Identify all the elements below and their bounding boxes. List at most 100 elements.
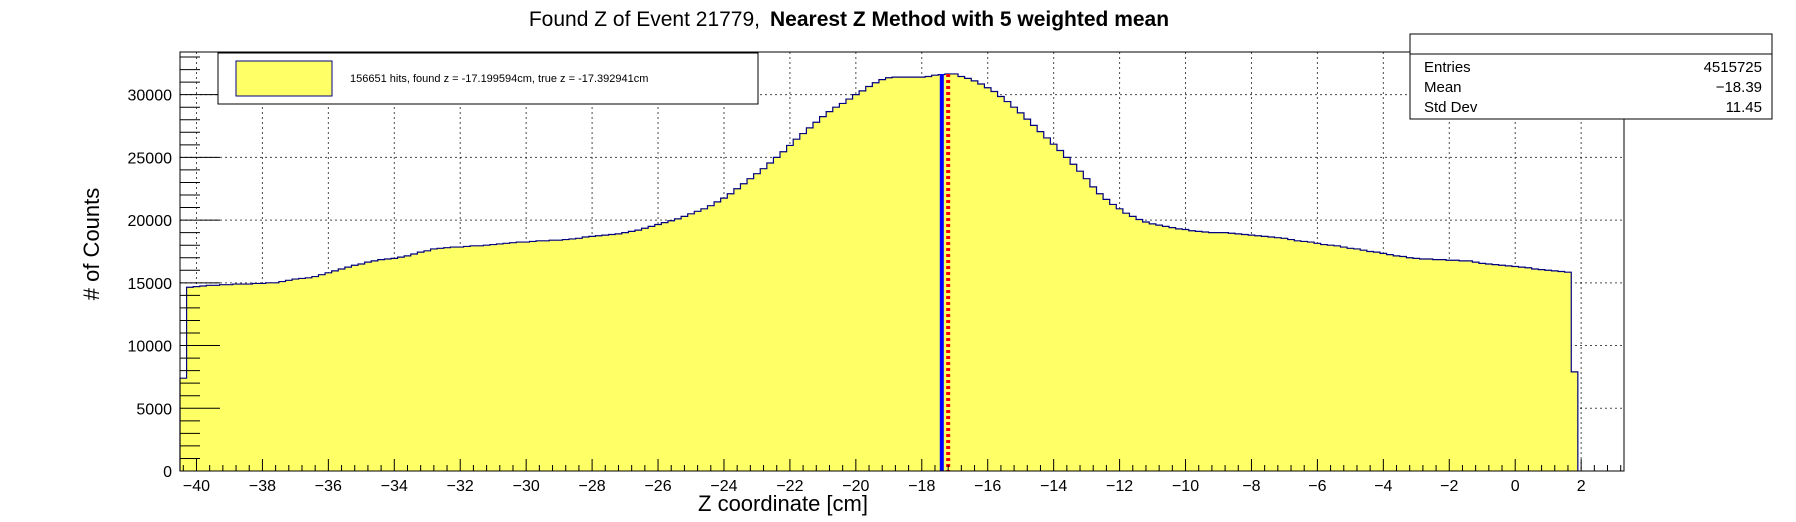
histogram-bin xyxy=(423,250,431,471)
histogram-bin xyxy=(621,232,629,471)
histogram-bin xyxy=(1004,101,1012,471)
histogram-bin xyxy=(832,107,840,471)
histogram-bin xyxy=(1452,260,1460,471)
x-tick-label: −14 xyxy=(1040,478,1067,495)
histogram-bin xyxy=(450,247,458,471)
histogram-bin xyxy=(496,243,504,471)
histogram-bin xyxy=(1030,125,1038,471)
histogram-bin xyxy=(364,262,372,471)
x-tick-label: −34 xyxy=(381,478,408,495)
y-tick-label: 0 xyxy=(163,464,172,481)
histogram-bin xyxy=(1010,107,1018,471)
y-tick-label: 30000 xyxy=(128,88,173,105)
histogram-bin xyxy=(997,96,1005,472)
histogram-bin xyxy=(305,277,313,471)
histogram-bin xyxy=(1248,235,1256,471)
histogram-bin xyxy=(476,245,484,471)
histogram-bin xyxy=(1531,269,1539,471)
histogram-bin xyxy=(1373,252,1381,471)
histogram-bin xyxy=(786,145,794,471)
legend: 156651 hits, found z = -17.199594cm, tru… xyxy=(217,52,759,105)
histogram-bin xyxy=(226,284,234,471)
histogram-bin xyxy=(1142,221,1150,471)
histogram-bin xyxy=(278,281,286,471)
histogram-bin xyxy=(885,77,893,471)
histogram-bin xyxy=(555,240,563,471)
histogram-bin xyxy=(773,157,781,471)
histogram-bin xyxy=(1551,270,1559,471)
histogram-bin xyxy=(1037,131,1045,471)
histogram-bin xyxy=(199,285,207,471)
histogram-bin xyxy=(509,242,517,471)
histogram-bin xyxy=(1544,270,1552,471)
histogram-bin xyxy=(371,260,379,471)
histogram-bin xyxy=(318,274,326,471)
histogram-bin xyxy=(1050,144,1058,472)
histogram-bin xyxy=(470,245,478,471)
histogram-bin xyxy=(193,286,201,471)
histogram-bin xyxy=(298,278,306,471)
histogram-bin xyxy=(839,103,847,471)
histogram-bin xyxy=(1564,272,1572,471)
histogram-bin xyxy=(1287,239,1295,471)
histogram-bin xyxy=(859,90,867,471)
x-tick-label: −38 xyxy=(249,478,276,495)
histogram-bin xyxy=(1360,250,1368,471)
histogram-bin xyxy=(1023,119,1031,472)
histogram-bin xyxy=(714,201,721,471)
histogram-bin xyxy=(793,139,801,471)
stats-box-frame xyxy=(1409,33,1773,120)
histogram-bin xyxy=(766,163,774,471)
histogram-bin xyxy=(733,188,741,472)
histogram-bin xyxy=(1465,260,1473,471)
histogram-bin xyxy=(456,247,464,471)
histogram-bin xyxy=(569,238,576,471)
x-tick-label: −10 xyxy=(1172,478,1199,495)
histogram-bin xyxy=(1076,171,1084,472)
histogram-bin xyxy=(1327,245,1335,471)
histogram-bin xyxy=(1571,371,1579,471)
histogram-bin xyxy=(641,228,649,471)
x-tick-label: −16 xyxy=(974,478,1001,495)
histogram-bin xyxy=(958,76,965,471)
histogram-bin xyxy=(1558,271,1565,471)
histogram-bin xyxy=(852,94,860,471)
histogram-bin xyxy=(463,246,471,471)
histogram-bin xyxy=(1281,238,1289,471)
histogram-bin xyxy=(760,168,768,471)
histogram-bin xyxy=(1406,257,1414,471)
histogram-bin xyxy=(1109,204,1117,471)
histogram-bin xyxy=(1294,240,1302,471)
histogram-bin xyxy=(1393,255,1401,471)
histogram-bin xyxy=(212,285,220,471)
histogram-bin xyxy=(1518,267,1526,471)
histogram-bin xyxy=(338,269,346,471)
stats-entries-value: 4515725 xyxy=(1704,59,1762,76)
histogram-bin xyxy=(1505,265,1513,471)
plot-frame xyxy=(179,51,1625,472)
histogram-bin xyxy=(437,248,445,471)
histogram-bin xyxy=(799,133,807,471)
histogram-bin xyxy=(1459,260,1467,471)
histogram-bin xyxy=(1149,223,1157,471)
x-tick-label: −20 xyxy=(842,478,869,495)
histogram-bin xyxy=(1314,243,1321,471)
x-tick-label: −28 xyxy=(579,478,606,495)
histogram-bin xyxy=(410,253,418,471)
x-axis-title: Z coordinate [cm] xyxy=(698,491,868,516)
histogram-bin xyxy=(674,218,682,471)
histogram-bin xyxy=(1307,242,1315,471)
x-tick-label: −40 xyxy=(183,478,210,495)
y-axis-title: # of Counts xyxy=(79,188,104,301)
histogram-bin xyxy=(971,80,979,471)
y-tick-label: 15000 xyxy=(128,276,173,293)
x-tick-label: −36 xyxy=(315,478,342,495)
histogram-bin xyxy=(898,77,906,472)
histogram-bin xyxy=(1195,231,1203,471)
legend-entry-text: 156651 hits, found z = -17.199594cm, tru… xyxy=(350,73,648,85)
histogram-bin xyxy=(1380,253,1387,471)
stats-mean-value: −18.39 xyxy=(1716,79,1762,96)
histogram-bin xyxy=(753,173,761,472)
stats-stddev-label: Std Dev xyxy=(1424,99,1478,116)
histogram-bin xyxy=(1136,219,1143,471)
